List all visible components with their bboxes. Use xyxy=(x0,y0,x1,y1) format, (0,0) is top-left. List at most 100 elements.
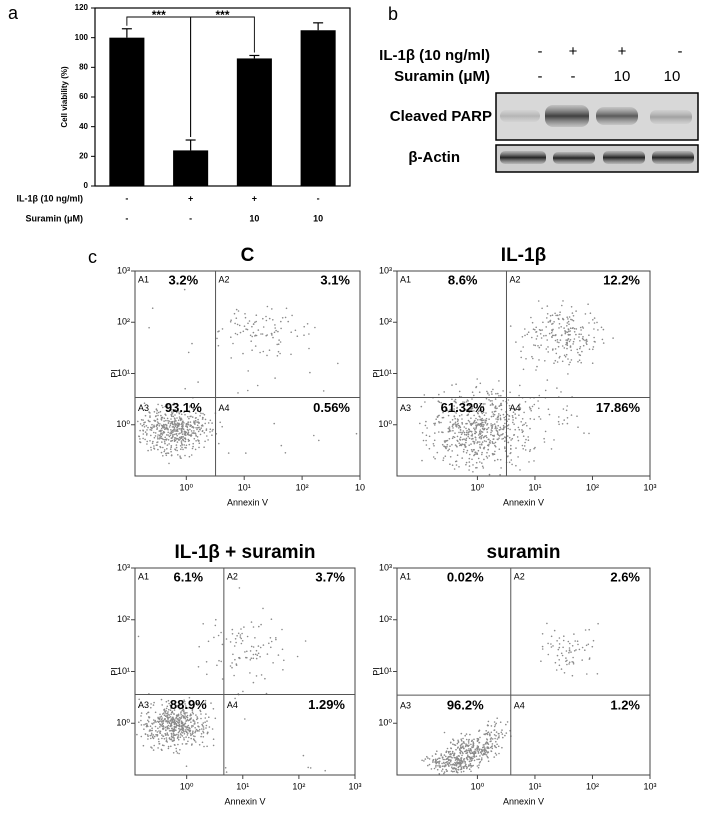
event-dot xyxy=(447,411,450,413)
event-dot xyxy=(441,407,444,410)
event-dot xyxy=(501,438,503,440)
event-dot xyxy=(252,653,255,656)
event-dot xyxy=(476,442,478,444)
event-dot xyxy=(294,329,297,332)
event-dot xyxy=(475,461,478,464)
event-dot xyxy=(612,337,614,339)
event-dot xyxy=(547,346,549,348)
event-dot xyxy=(548,332,551,335)
event-dot xyxy=(142,744,145,747)
event-dot xyxy=(528,406,531,409)
event-dot xyxy=(525,358,527,360)
event-dot xyxy=(153,448,156,450)
x-tick-label: 10¹ xyxy=(528,781,541,791)
blot-band xyxy=(545,105,589,127)
event-dot xyxy=(455,445,458,447)
y-axis-label: PI xyxy=(371,369,381,378)
event-dot xyxy=(170,445,173,447)
event-dot xyxy=(462,450,465,453)
event-dot xyxy=(541,329,543,331)
event-dot xyxy=(186,433,189,436)
event-dot xyxy=(476,378,479,380)
y-tick-label: 10¹ xyxy=(117,666,130,676)
treatment-name: IL-1β (10 ng/ml) xyxy=(17,193,84,203)
event-dot xyxy=(166,732,168,734)
event-dot xyxy=(486,457,489,459)
event-dot xyxy=(575,649,577,651)
event-dot xyxy=(277,343,280,346)
event-dot xyxy=(262,607,264,610)
quadrant-name: A1 xyxy=(400,274,411,284)
event-dot xyxy=(490,423,492,425)
event-dot xyxy=(157,422,160,425)
event-dot xyxy=(169,704,172,707)
event-dot xyxy=(447,449,449,452)
event-dot xyxy=(451,443,453,446)
event-dot xyxy=(461,418,463,420)
quadrant-name: A2 xyxy=(219,274,230,284)
quadrant-percent: 2.6% xyxy=(610,569,640,584)
event-dot xyxy=(449,742,452,744)
event-dot xyxy=(460,732,463,735)
event-dot xyxy=(425,439,427,442)
blot-band xyxy=(603,151,645,164)
event-dot xyxy=(260,623,262,626)
event-dot xyxy=(173,420,176,423)
event-dot xyxy=(482,425,484,428)
event-dot xyxy=(146,734,149,736)
event-dot xyxy=(487,760,490,762)
event-dot xyxy=(194,727,196,729)
event-dot xyxy=(437,765,439,767)
event-dot xyxy=(138,721,140,723)
event-dot xyxy=(467,755,469,758)
event-dot xyxy=(500,394,502,397)
event-dot xyxy=(518,394,520,397)
event-dot xyxy=(445,755,447,758)
event-dot xyxy=(202,731,205,734)
event-dot xyxy=(478,432,481,435)
event-dot xyxy=(445,750,448,752)
event-dot xyxy=(490,431,492,434)
x-tick-label: 10¹ xyxy=(238,482,251,492)
event-dot xyxy=(492,388,494,391)
event-dot xyxy=(462,760,464,762)
event-dot xyxy=(477,449,480,452)
event-dot xyxy=(290,331,293,334)
event-dot xyxy=(529,418,532,420)
event-dot xyxy=(180,436,183,438)
event-dot xyxy=(434,432,436,434)
event-dot xyxy=(469,762,472,765)
event-dot xyxy=(234,638,237,640)
event-dot xyxy=(496,743,498,746)
event-dot xyxy=(472,471,474,473)
event-dot xyxy=(191,724,193,727)
event-dot xyxy=(230,319,232,322)
event-dot xyxy=(171,734,173,736)
event-dot xyxy=(529,449,532,451)
event-dot xyxy=(148,730,151,732)
event-dot xyxy=(500,428,502,430)
event-dot xyxy=(530,409,532,412)
event-dot xyxy=(490,731,493,734)
event-dot xyxy=(153,411,156,413)
event-dot xyxy=(547,642,549,645)
event-dot xyxy=(239,636,242,638)
event-dot xyxy=(468,404,471,407)
event-dot xyxy=(436,768,439,771)
event-dot xyxy=(459,439,462,441)
event-dot xyxy=(489,740,492,743)
event-dot xyxy=(158,718,161,720)
event-dot xyxy=(238,587,241,589)
event-dot xyxy=(219,421,221,424)
event-dot xyxy=(232,342,234,345)
event-dot xyxy=(486,444,489,447)
event-dot xyxy=(162,455,164,457)
event-dot xyxy=(212,428,214,431)
quadrant-percent: 88.9% xyxy=(170,697,207,712)
event-dot xyxy=(237,632,240,635)
event-cloud xyxy=(419,300,614,476)
event-dot xyxy=(175,747,177,750)
event-dot xyxy=(558,357,561,359)
event-dot xyxy=(473,427,475,430)
event-dot xyxy=(160,430,162,433)
